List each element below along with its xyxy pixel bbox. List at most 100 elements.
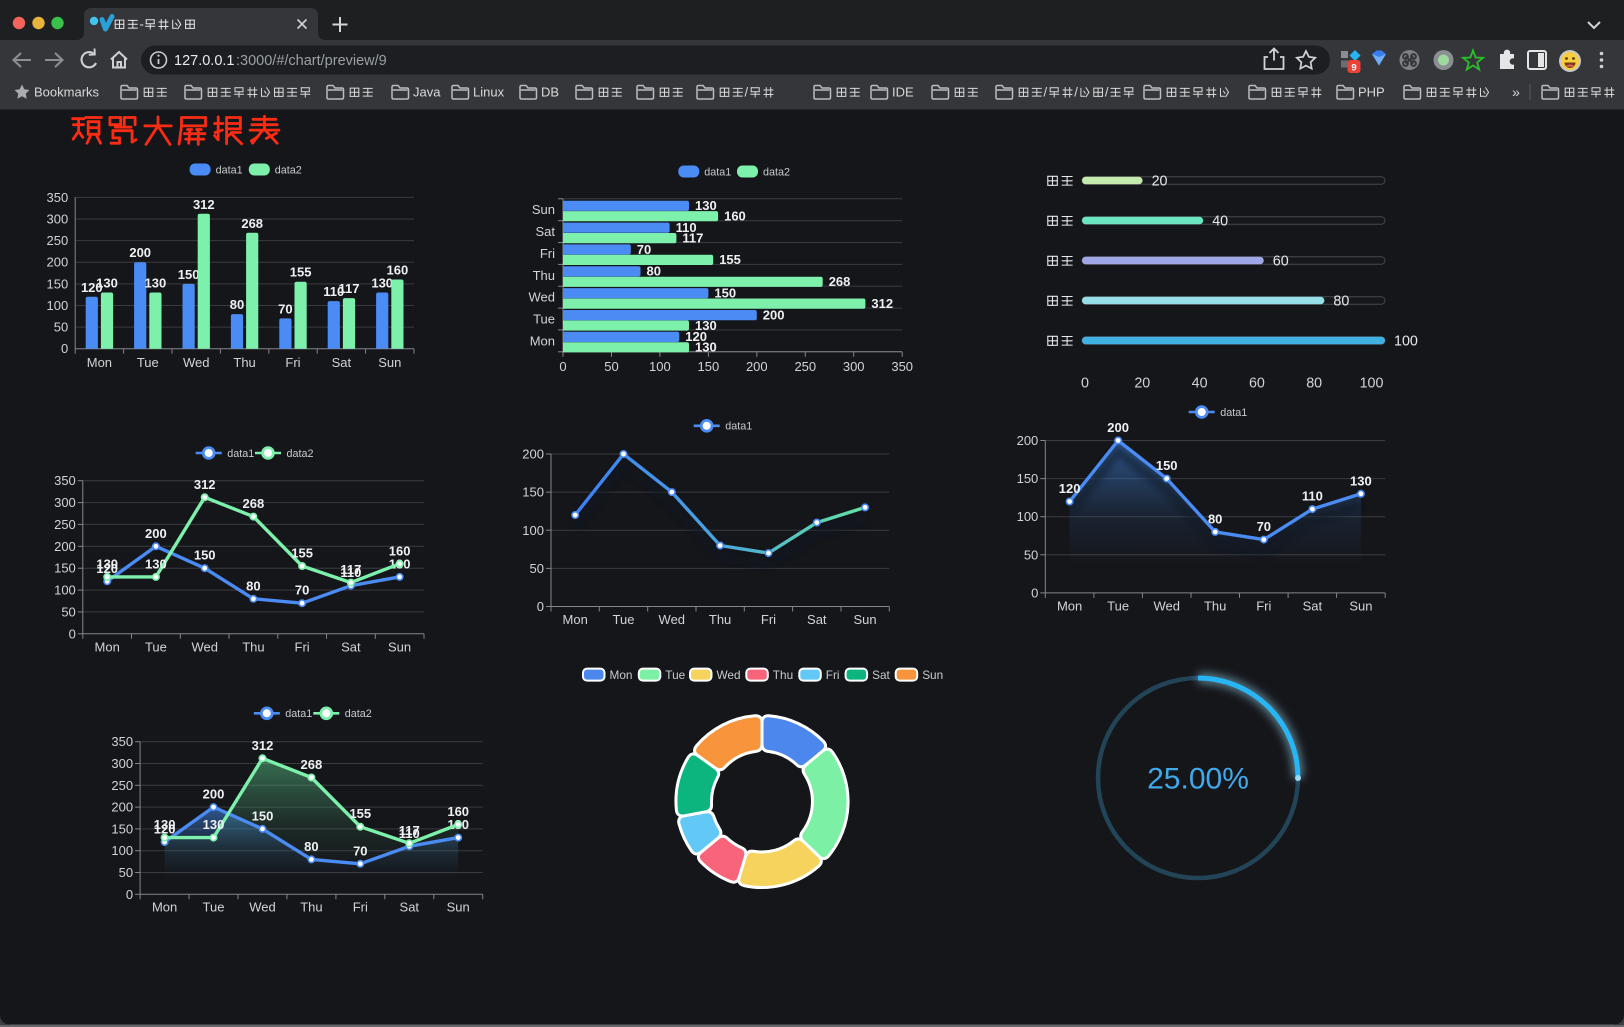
svg-text:100: 100 bbox=[1394, 334, 1418, 350]
svg-text:60: 60 bbox=[1249, 376, 1265, 392]
svg-text:Fri: Fri bbox=[1256, 599, 1271, 614]
svg-text:70: 70 bbox=[353, 843, 367, 858]
svg-text:Thu: Thu bbox=[709, 612, 731, 627]
svg-text:Tue: Tue bbox=[613, 612, 635, 627]
svg-text:80: 80 bbox=[647, 264, 661, 279]
svg-text:200: 200 bbox=[522, 447, 544, 462]
svg-text:150: 150 bbox=[111, 821, 133, 836]
svg-text:268: 268 bbox=[241, 216, 263, 231]
svg-text:50: 50 bbox=[1024, 547, 1038, 562]
svg-text:Mon: Mon bbox=[95, 640, 120, 655]
svg-text:200: 200 bbox=[763, 307, 785, 322]
svg-text:40: 40 bbox=[1192, 376, 1208, 392]
svg-text:Sat: Sat bbox=[807, 612, 827, 627]
svg-text:130: 130 bbox=[371, 276, 393, 291]
svg-text:130: 130 bbox=[96, 556, 118, 571]
svg-text:Bookmarks: Bookmarks bbox=[34, 85, 100, 100]
svg-text:Sat: Sat bbox=[1303, 599, 1323, 614]
svg-text:Fri: Fri bbox=[540, 246, 555, 261]
svg-text:Fri: Fri bbox=[826, 668, 840, 682]
svg-text:80: 80 bbox=[230, 297, 244, 312]
svg-text:Sun: Sun bbox=[388, 640, 411, 655]
svg-text:350: 350 bbox=[111, 734, 133, 749]
svg-text:117: 117 bbox=[339, 281, 360, 296]
svg-text:60: 60 bbox=[1273, 254, 1289, 270]
svg-text:150: 150 bbox=[714, 286, 736, 301]
svg-text:155: 155 bbox=[349, 806, 371, 821]
svg-text:150: 150 bbox=[252, 808, 274, 823]
svg-text:80: 80 bbox=[1208, 511, 1222, 526]
svg-text:data1: data1 bbox=[704, 166, 731, 178]
svg-text:0: 0 bbox=[559, 359, 566, 374]
svg-text:Thu: Thu bbox=[300, 900, 322, 915]
svg-text:100: 100 bbox=[1360, 376, 1384, 392]
svg-text:200: 200 bbox=[746, 359, 768, 374]
svg-text:Sat: Sat bbox=[400, 900, 420, 915]
svg-text:0: 0 bbox=[69, 626, 76, 641]
svg-text:200: 200 bbox=[54, 539, 76, 554]
svg-text:200: 200 bbox=[111, 800, 133, 815]
svg-text:/: / bbox=[745, 85, 749, 100]
svg-text:Sun: Sun bbox=[922, 668, 943, 682]
svg-text:20: 20 bbox=[1152, 174, 1168, 190]
svg-text:Wed: Wed bbox=[1153, 599, 1180, 614]
svg-text:data2: data2 bbox=[287, 448, 314, 460]
svg-text:Fri: Fri bbox=[285, 355, 300, 370]
svg-text:117: 117 bbox=[682, 230, 703, 245]
svg-text:155: 155 bbox=[719, 252, 741, 267]
svg-text:Tue: Tue bbox=[533, 312, 555, 327]
svg-text:200: 200 bbox=[145, 526, 167, 541]
svg-text:Wed: Wed bbox=[183, 355, 210, 370]
svg-text:100: 100 bbox=[46, 298, 68, 313]
svg-text:155: 155 bbox=[290, 265, 312, 280]
svg-text:150: 150 bbox=[46, 276, 68, 291]
svg-text:268: 268 bbox=[243, 496, 265, 511]
svg-text:DB: DB bbox=[541, 85, 559, 100]
svg-text:268: 268 bbox=[829, 274, 851, 289]
svg-text:250: 250 bbox=[111, 778, 133, 793]
svg-text:data1: data1 bbox=[227, 448, 254, 460]
svg-text:127.0.0.1: 127.0.0.1 bbox=[174, 53, 234, 69]
svg-text:160: 160 bbox=[387, 263, 409, 278]
svg-text:130: 130 bbox=[695, 318, 717, 333]
svg-text:Mon: Mon bbox=[530, 333, 555, 348]
svg-text:Sat: Sat bbox=[535, 224, 555, 239]
svg-text:350: 350 bbox=[54, 473, 76, 488]
svg-text:130: 130 bbox=[1350, 473, 1372, 488]
svg-text:150: 150 bbox=[54, 561, 76, 576]
svg-text:data2: data2 bbox=[345, 708, 372, 720]
svg-text:80: 80 bbox=[1306, 376, 1322, 392]
svg-text:data2: data2 bbox=[763, 166, 790, 178]
svg-text:50: 50 bbox=[119, 865, 133, 880]
svg-text:155: 155 bbox=[291, 546, 313, 561]
svg-text:120: 120 bbox=[1059, 481, 1081, 496]
svg-text:Sat: Sat bbox=[341, 640, 361, 655]
svg-text:Mon: Mon bbox=[87, 355, 112, 370]
svg-text:PHP: PHP bbox=[1358, 85, 1385, 100]
svg-text:130: 130 bbox=[96, 276, 118, 291]
svg-text:268: 268 bbox=[301, 757, 323, 772]
svg-text:Thu: Thu bbox=[233, 355, 255, 370]
svg-text:160: 160 bbox=[389, 543, 411, 558]
svg-text:250: 250 bbox=[46, 233, 68, 248]
svg-text:data1: data1 bbox=[725, 421, 752, 433]
svg-text:Tue: Tue bbox=[203, 900, 225, 915]
svg-text:0: 0 bbox=[537, 599, 544, 614]
svg-text:110: 110 bbox=[323, 284, 344, 299]
svg-text:312: 312 bbox=[194, 477, 216, 492]
svg-text:80: 80 bbox=[1333, 294, 1349, 310]
svg-text:Tue: Tue bbox=[145, 640, 167, 655]
svg-text:50: 50 bbox=[54, 320, 68, 335]
svg-text:312: 312 bbox=[252, 738, 274, 753]
svg-text:150: 150 bbox=[194, 548, 216, 563]
svg-text:Mon: Mon bbox=[563, 612, 588, 627]
svg-text:110: 110 bbox=[676, 220, 697, 235]
svg-text:Sat: Sat bbox=[872, 668, 890, 682]
svg-text:data1: data1 bbox=[285, 708, 312, 720]
svg-text:130: 130 bbox=[145, 556, 167, 571]
svg-text:Wed: Wed bbox=[529, 290, 556, 305]
svg-text:50: 50 bbox=[530, 561, 544, 576]
svg-text:50: 50 bbox=[604, 359, 618, 374]
svg-text:Fri: Fri bbox=[295, 640, 310, 655]
svg-text:350: 350 bbox=[891, 359, 913, 374]
